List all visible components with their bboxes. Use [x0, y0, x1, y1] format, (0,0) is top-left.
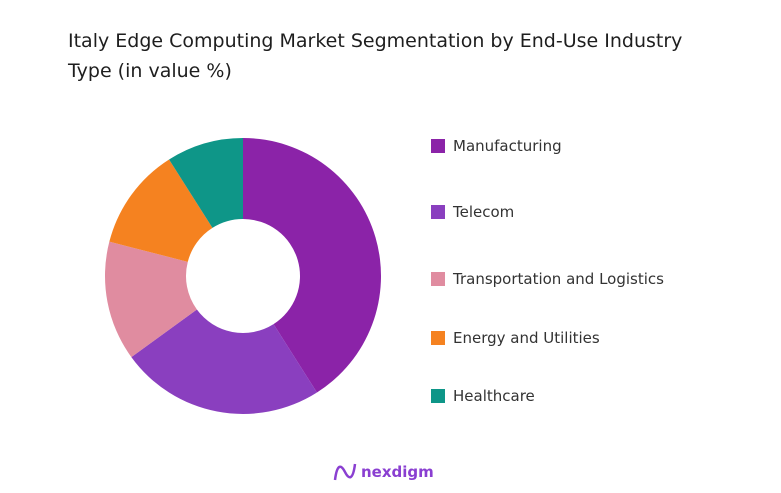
legend-label: Manufacturing	[453, 137, 562, 155]
legend-swatch	[431, 205, 445, 219]
slice-healthcare	[169, 138, 243, 228]
nexdigm-logo: nexdigm	[333, 462, 434, 482]
slice-transportation-and-logistics	[104, 241, 197, 358]
legend-label: Energy and Utilities	[453, 329, 600, 347]
legend-item: Telecom	[431, 203, 514, 221]
slice-telecom	[131, 309, 317, 414]
legend-item: Energy and Utilities	[431, 329, 600, 347]
legend-item: Manufacturing	[431, 137, 562, 155]
legend-label: Healthcare	[453, 387, 535, 405]
slice-energy-and-utilities	[109, 159, 213, 262]
slice-manufacturing	[243, 138, 381, 393]
legend-label: Transportation and Logistics	[453, 270, 664, 288]
legend-item: Healthcare	[431, 387, 535, 405]
legend-swatch	[431, 272, 445, 286]
nexdigm-logo-icon	[333, 463, 357, 481]
logo-text: nexdigm	[361, 463, 434, 481]
legend-item: Transportation and Logistics	[431, 270, 664, 288]
chart-title: Italy Edge Computing Market Segmentation…	[68, 30, 683, 82]
legend-swatch	[431, 331, 445, 345]
legend-label: Telecom	[453, 203, 515, 221]
legend-swatch	[431, 139, 445, 153]
legend-swatch	[431, 389, 445, 403]
